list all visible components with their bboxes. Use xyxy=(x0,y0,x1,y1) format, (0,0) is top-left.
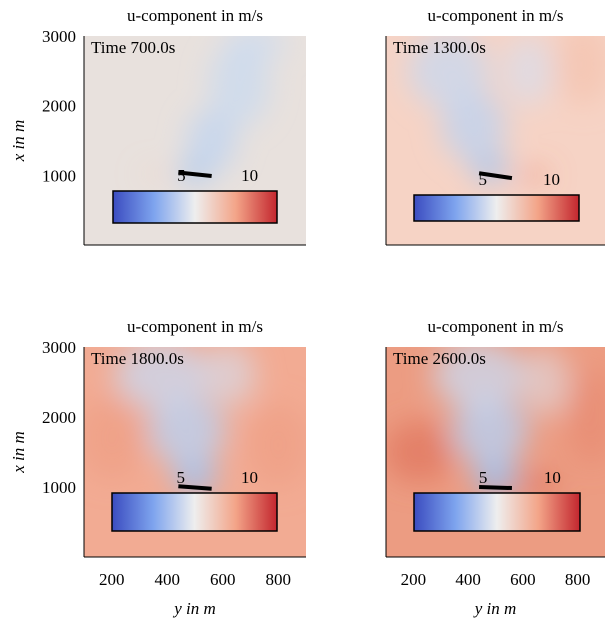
y-tick-label: 3000 xyxy=(42,338,76,357)
wake-region xyxy=(440,91,507,162)
chart-title: u-component in m/s xyxy=(428,6,564,25)
colorbar-tick-label: 10 xyxy=(544,468,561,487)
obstacle-line xyxy=(178,170,212,179)
colorbar-tick-label: 10 xyxy=(543,170,560,189)
colorbar xyxy=(413,194,580,222)
wake-region xyxy=(432,347,526,410)
x-tick-label: 600 xyxy=(210,570,236,589)
chart-title: u-component in m/s xyxy=(127,317,263,336)
y-tick-label: 2000 xyxy=(42,408,76,427)
wake-region xyxy=(225,36,287,61)
colorbar-tick-label: 5 xyxy=(177,166,186,185)
wake-region xyxy=(503,36,553,106)
colorbar-tick-label: 5 xyxy=(479,468,488,487)
chart-title: u-component in m/s xyxy=(127,6,263,25)
x-tick-label: 800 xyxy=(565,570,591,589)
obstacle-line xyxy=(479,485,512,491)
time-annotation: Time 700.0s xyxy=(91,38,175,57)
time-annotation: Time 1800.0s xyxy=(91,349,184,368)
x-tick-label: 200 xyxy=(99,570,125,589)
colorbar-tick-label: 5 xyxy=(177,468,186,487)
time-annotation: Time 2600.0s xyxy=(393,349,486,368)
wake-region xyxy=(407,36,491,110)
field-blobs xyxy=(386,347,605,497)
colorbar-tick-label: 10 xyxy=(241,468,258,487)
y-tick-label: 1000 xyxy=(42,166,76,185)
y-axis-label: x in m xyxy=(9,431,28,474)
warm-region xyxy=(517,169,551,181)
x-tick-label: 800 xyxy=(266,570,292,589)
x-tick-label: 400 xyxy=(155,570,181,589)
warm-region xyxy=(84,396,146,480)
velocity-field xyxy=(139,36,287,185)
x-tick-label: 200 xyxy=(401,570,427,589)
obstacle-line xyxy=(478,171,513,181)
warm-region xyxy=(247,403,306,487)
time-annotation: Time 1300.0s xyxy=(393,38,486,57)
y-tick-label: 3000 xyxy=(42,27,76,46)
x-axis-label: y in m xyxy=(172,599,216,618)
colorbar xyxy=(111,492,278,532)
x-axis-label: y in m xyxy=(473,599,517,618)
wake-region xyxy=(114,347,209,410)
velocity-field xyxy=(386,347,605,497)
wake-region xyxy=(208,42,270,127)
field-blobs xyxy=(139,36,287,185)
y-tick-label: 1000 xyxy=(42,478,76,497)
warm-region xyxy=(514,475,559,492)
velocity-field xyxy=(84,347,306,495)
y-axis-label: x in m xyxy=(9,120,28,163)
velocity-field xyxy=(407,36,605,183)
heatmap-panel: 5 10 u-component in m/s Time 1300.0s xyxy=(385,6,605,246)
chart-title: u-component in m/s xyxy=(428,317,564,336)
heatmap-panel: 5 10 u-component in m/s Time 2600.0s 200 400 6… xyxy=(385,317,605,618)
warm-region xyxy=(139,169,173,179)
wake-region xyxy=(186,109,237,172)
x-tick-label: 400 xyxy=(455,570,481,589)
x-tick-label: 600 xyxy=(510,570,536,589)
obstacle-line xyxy=(178,484,212,491)
warm-region xyxy=(566,368,605,466)
colorbar xyxy=(413,492,581,532)
wake-region xyxy=(200,347,257,407)
warm-region xyxy=(386,420,455,484)
colorbar-tick-label: 5 xyxy=(479,170,488,189)
wake-region xyxy=(520,347,570,417)
heatmap-panel: 5 10 u-component in m/s Time 700.0s 3000 2000… xyxy=(9,6,306,246)
wake-region xyxy=(451,396,529,466)
heatmap-panel: 5 10 u-component in m/s Time 1800.0s 3000 200… xyxy=(9,317,306,618)
warm-region xyxy=(555,36,605,106)
colorbar-tick-label: 10 xyxy=(241,166,258,185)
y-tick-label: 2000 xyxy=(42,97,76,116)
wake-region xyxy=(147,396,226,466)
colorbar xyxy=(112,190,278,224)
